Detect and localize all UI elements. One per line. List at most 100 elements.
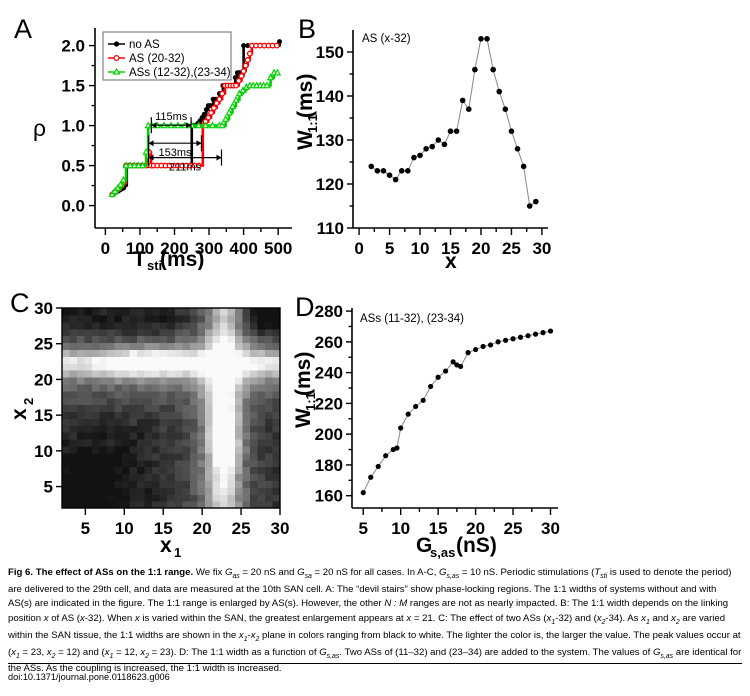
panel-c-heatmap-cell bbox=[122, 480, 131, 488]
panel-c-heatmap-cell bbox=[107, 404, 116, 413]
panel-c-heatmap-cell bbox=[167, 459, 176, 468]
panel-b-data-point bbox=[526, 203, 533, 209]
panel-c-heatmap-cell bbox=[62, 404, 71, 413]
panel-c-heatmap-cell bbox=[212, 494, 221, 502]
panel-d-ylabel-unit: (ms) bbox=[292, 352, 315, 396]
panel-c-heatmap-cell bbox=[99, 425, 108, 433]
panel-c-heatmap-cell bbox=[122, 459, 131, 468]
panel-c-heatmap-cell bbox=[257, 397, 266, 406]
panel-c-heatmap-cell bbox=[212, 349, 221, 357]
panel-c-heatmap-cell bbox=[152, 328, 161, 337]
panel-c-heatmap-cell bbox=[174, 342, 183, 350]
panel-a: A 0.0 0.5 1.0 1.5 2.0 0 100 200 300 400 500 ρ T s… bbox=[0, 0, 300, 270]
panel-d-data-point bbox=[394, 445, 400, 451]
panel-c-heatmap-cell bbox=[69, 466, 78, 475]
panel-c-heatmap-cell bbox=[92, 383, 101, 392]
panel-d-data-point bbox=[480, 343, 486, 350]
panel-c-heatmap-cell bbox=[152, 425, 161, 433]
panel-c-heatmap-cell bbox=[182, 314, 191, 323]
panel-d-data-point bbox=[510, 336, 516, 342]
panel-c-heatmap-cell bbox=[249, 363, 259, 371]
panel-c-heatmap-cell bbox=[174, 328, 183, 337]
panel-c-heatmap-cell bbox=[167, 404, 176, 413]
panel-c-heatmap-cell bbox=[197, 473, 206, 482]
panel-c-heatmap-cell bbox=[152, 356, 161, 364]
panel-c-heatmap-cell bbox=[167, 501, 176, 509]
panel-c-heatmap-cell bbox=[114, 494, 123, 502]
panel-c-heatmap-cell bbox=[264, 328, 274, 337]
panel-c-heatmap-cell bbox=[272, 370, 281, 378]
panel-c-heatmap-cell bbox=[272, 342, 281, 350]
panel-c-heatmap-cell bbox=[167, 397, 176, 406]
panel-b-y-tick-label: 150 bbox=[316, 43, 344, 62]
panel-c-heatmap-cell bbox=[107, 418, 116, 426]
panel-c-heatmap-cell bbox=[122, 314, 131, 323]
panel-c-heatmap-cell bbox=[272, 411, 281, 419]
panel-d-data-point bbox=[375, 463, 381, 470]
panel-c-heatmap-cell bbox=[189, 404, 198, 413]
panel-c-heatmap-cell bbox=[189, 445, 198, 454]
panel-c-heatmap-cell bbox=[107, 390, 116, 399]
panel-c-heatmap-cell bbox=[219, 411, 228, 419]
panel-c-heatmap-cell bbox=[167, 321, 176, 330]
panel-c-heatmap-cell bbox=[77, 383, 86, 392]
panel-c-heatmap-cell bbox=[249, 370, 259, 378]
panel-c-heatmap-cell bbox=[204, 494, 213, 502]
panel-c-heatmap-cell bbox=[114, 390, 123, 399]
panel-c-heatmap-cell bbox=[242, 321, 251, 330]
panel-c-heatmap-cell bbox=[204, 328, 213, 337]
panel-c-heatmap-cell bbox=[189, 335, 198, 344]
panel-c-heatmap-cell bbox=[114, 425, 123, 433]
panel-c-heatmap-cell bbox=[159, 487, 168, 495]
panel-c-heatmap-cell bbox=[272, 425, 281, 433]
panel-c-heatmap-cell bbox=[272, 459, 281, 468]
panel-c-heatmap-cell bbox=[144, 487, 153, 495]
panel-c-heatmap-cell bbox=[242, 494, 251, 502]
panel-c-heatmap-cell bbox=[219, 328, 228, 337]
panel-c-heatmap-cell bbox=[182, 328, 191, 337]
panel-b-x-tick-label: 20 bbox=[472, 239, 491, 258]
panel-c-xlabel-sub: 1 bbox=[174, 545, 181, 560]
panel-c-heatmap-cell bbox=[159, 466, 168, 475]
panel-c-heatmap-cell bbox=[212, 432, 221, 440]
panel-c-heatmap-cell bbox=[257, 404, 266, 413]
panel-a-annotation-label: 211ms bbox=[169, 162, 202, 174]
panel-c-y-tick-label: 25 bbox=[34, 335, 53, 354]
panel-c-heatmap-cell bbox=[152, 390, 161, 399]
panel-c-heatmap bbox=[62, 308, 281, 509]
panel-c-heatmap-cell bbox=[152, 370, 161, 378]
panel-b-x-tick-label: 10 bbox=[411, 239, 430, 258]
panel-c-heatmap-cell bbox=[174, 418, 183, 426]
panel-c-heatmap-cell bbox=[137, 321, 146, 330]
panel-c-heatmap-cell bbox=[249, 418, 259, 426]
panel-c-heatmap-cell bbox=[249, 314, 259, 323]
panel-c-heatmap-cell bbox=[204, 466, 213, 475]
panel-c-heatmap-cell bbox=[257, 473, 266, 482]
panel-c-heatmap-cell bbox=[159, 383, 168, 392]
panel-c-heatmap-cell bbox=[69, 411, 78, 419]
panel-c-heatmap-cell bbox=[144, 425, 153, 433]
panel-c-heatmap-cell bbox=[129, 494, 138, 502]
panel-c-heatmap-cell bbox=[257, 328, 266, 337]
panel-c-heatmap-cell bbox=[77, 356, 86, 364]
panel-c-heatmap-cell bbox=[92, 349, 101, 357]
panel-c-heatmap-cell bbox=[92, 445, 101, 454]
panel-c-heatmap-cell bbox=[212, 363, 221, 371]
panel-c-heatmap-cell bbox=[167, 473, 176, 482]
panel-c-heatmap-cell bbox=[159, 445, 168, 454]
panel-c-heatmap-cell bbox=[129, 370, 138, 378]
panel-c-heatmap-cell bbox=[219, 418, 228, 426]
panel-c-heatmap-cell bbox=[204, 370, 213, 378]
panel-c-heatmap-cell bbox=[264, 411, 274, 419]
panel-d-x-tick-label: 30 bbox=[541, 519, 560, 538]
panel-c-heatmap-cell bbox=[204, 363, 213, 371]
panel-c-heatmap-cell bbox=[189, 480, 198, 488]
panel-c-heatmap-cell bbox=[204, 459, 213, 468]
panel-c-heatmap-cell bbox=[114, 487, 123, 495]
panel-c-heatmap-cell bbox=[137, 383, 146, 392]
panel-c-heatmap-cell bbox=[249, 390, 259, 399]
panel-c-heatmap-cell bbox=[212, 376, 221, 385]
panel-c-heatmap-cell bbox=[62, 363, 71, 371]
panel-c-heatmap-cell bbox=[62, 473, 71, 482]
panel-c-heatmap-cell bbox=[167, 432, 176, 440]
